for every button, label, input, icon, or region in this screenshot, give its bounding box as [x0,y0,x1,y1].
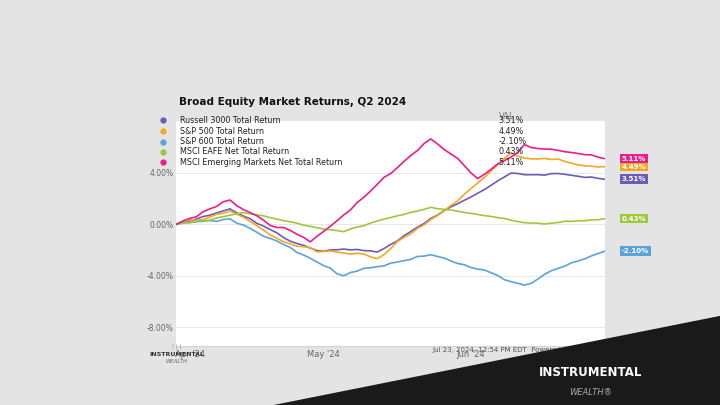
Polygon shape [0,316,720,405]
Text: 5.11%: 5.11% [498,158,524,167]
Text: Russell 3000 Total Return: Russell 3000 Total Return [180,116,280,125]
Text: 3.51%: 3.51% [498,116,524,125]
Text: -2.10%: -2.10% [498,137,527,146]
Text: 4.49%: 4.49% [498,127,524,136]
Text: INSTRUMENTAL: INSTRUMENTAL [150,352,204,357]
Text: Broad Equity Market Returns, Q2 2024: Broad Equity Market Returns, Q2 2024 [179,97,406,107]
Text: S&P 500 Total Return: S&P 500 Total Return [180,127,264,136]
Text: 5.11%: 5.11% [621,156,646,162]
Text: | | |: | | | [172,343,181,349]
Text: 3.51%: 3.51% [621,176,646,182]
Text: MSCI EAFE Net Total Return: MSCI EAFE Net Total Return [180,147,289,156]
Text: WEALTH: WEALTH [166,359,188,364]
Text: -2.10%: -2.10% [621,248,649,254]
Text: 0.43%: 0.43% [621,216,646,222]
Text: MSCI Emerging Markets Net Total Return: MSCI Emerging Markets Net Total Return [180,158,342,167]
Text: VAL: VAL [498,112,514,121]
Text: Jul 23, 2024, 12:54 PM EDT  Powered by: Jul 23, 2024, 12:54 PM EDT Powered by [432,347,574,353]
Text: INSTRUMENTAL: INSTRUMENTAL [539,366,642,379]
Text: 4.49%: 4.49% [621,164,647,170]
Text: 0.43%: 0.43% [498,147,523,156]
Text: S&P 600 Total Return: S&P 600 Total Return [180,137,264,146]
Text: YCHARTS: YCHARTS [621,345,667,354]
Text: WEALTH®: WEALTH® [569,388,612,397]
